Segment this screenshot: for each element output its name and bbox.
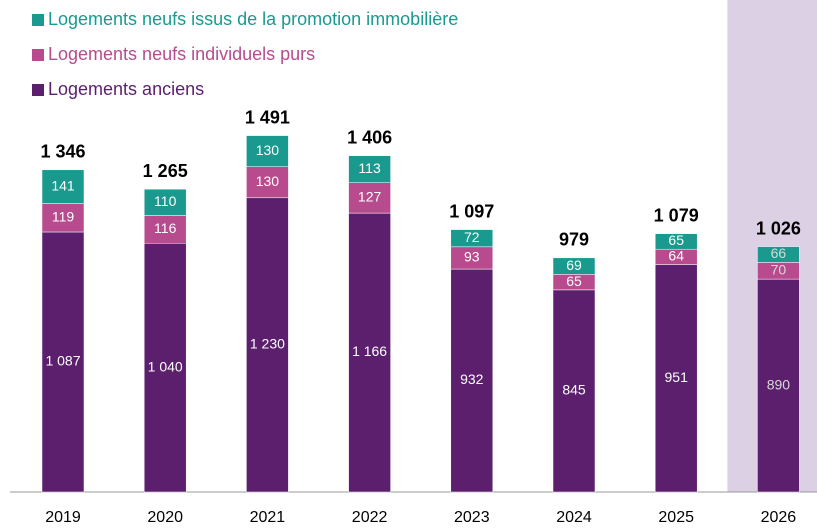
total-label: 1 346 <box>40 142 85 162</box>
segment-label: 64 <box>668 248 684 264</box>
bar-segment <box>143 215 187 244</box>
bar-segment <box>143 242 187 493</box>
bar-segment <box>450 268 494 493</box>
bar-segment <box>552 257 596 275</box>
total-label: 979 <box>559 230 589 250</box>
segment-label: 1 040 <box>148 358 183 374</box>
segment-label: 890 <box>767 376 791 392</box>
legend-swatch <box>32 49 44 61</box>
segment-label: 130 <box>256 173 280 189</box>
segment-label: 127 <box>358 189 382 205</box>
x-tick-label: 2019 <box>45 509 81 526</box>
bar-segment <box>246 135 289 167</box>
legend-label: Logements neufs issus de la promotion im… <box>48 9 458 29</box>
segment-label: 116 <box>154 220 177 236</box>
x-tick-label: 2020 <box>147 509 183 526</box>
bar-segment <box>654 233 698 250</box>
bar-segment <box>41 203 85 233</box>
segment-label: 932 <box>460 371 484 387</box>
bar-segment <box>654 264 698 493</box>
x-tick-label: 2022 <box>352 509 388 526</box>
segment-label: 65 <box>566 273 582 289</box>
total-label: 1 097 <box>449 201 494 221</box>
x-tick-label: 2024 <box>556 509 592 526</box>
legend-swatch <box>32 14 44 26</box>
segment-label: 845 <box>562 382 586 398</box>
x-tick-label: 2023 <box>454 509 490 526</box>
x-tick-label: 2025 <box>658 509 694 526</box>
segment-label: 113 <box>358 160 381 176</box>
segment-label: 69 <box>566 257 582 273</box>
segment-label: 119 <box>52 208 75 224</box>
segment-label: 110 <box>154 193 177 209</box>
bar-segment <box>348 155 391 183</box>
segment-label: 1 087 <box>45 353 80 369</box>
total-label: 1 079 <box>654 205 699 225</box>
bar-segment <box>348 182 391 214</box>
bar-segment <box>41 231 85 493</box>
segment-label: 141 <box>51 177 75 193</box>
segment-label: 72 <box>464 229 480 245</box>
segment-label: 70 <box>771 261 787 277</box>
x-tick-label: 2021 <box>250 509 286 526</box>
segment-label: 951 <box>665 369 689 385</box>
legend-label: Logements neufs individuels purs <box>48 44 315 64</box>
segment-label: 65 <box>668 232 684 248</box>
segment-label: 1 230 <box>250 336 285 352</box>
bar-segment <box>41 169 85 204</box>
x-tick-label: 2026 <box>761 509 797 526</box>
bar-segment <box>757 246 800 263</box>
total-label: 1 491 <box>245 107 290 127</box>
bar-segment <box>757 278 800 493</box>
total-label: 1 406 <box>347 127 392 147</box>
segment-label: 93 <box>464 249 480 265</box>
segment-label: 1 166 <box>352 343 387 359</box>
segment-label: 66 <box>771 245 787 261</box>
total-label: 1 265 <box>143 161 188 181</box>
legend-label: Logements anciens <box>48 79 204 99</box>
total-label: 1 026 <box>756 218 801 238</box>
bar-segment <box>143 188 187 216</box>
bar-segment <box>246 166 289 199</box>
segment-label: 130 <box>256 142 280 158</box>
bar-segment <box>450 229 494 248</box>
bar-segment <box>246 197 289 493</box>
legend-swatch <box>32 84 44 96</box>
